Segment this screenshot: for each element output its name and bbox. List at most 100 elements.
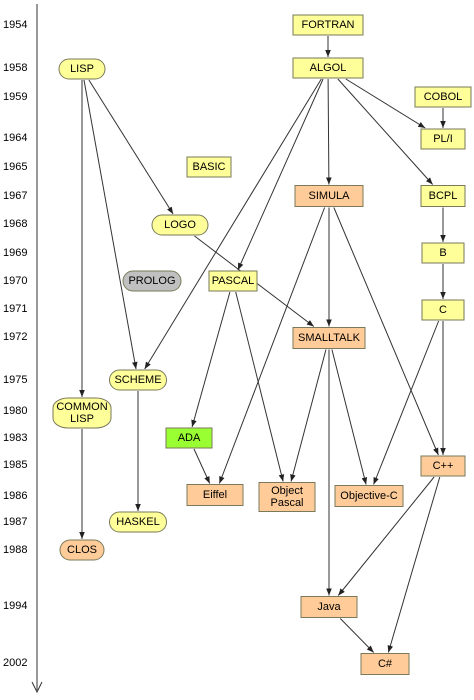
node-label: Object [271, 485, 303, 497]
node-label: PROLOG [128, 275, 175, 287]
language-node: C++ [420, 455, 466, 477]
edge-arrow [373, 320, 440, 485]
node-box [294, 185, 364, 207]
year-label: 1958 [3, 62, 27, 74]
node-box [165, 427, 213, 449]
year-label: 1965 [3, 161, 27, 173]
node-label: C# [378, 658, 393, 670]
node-box [360, 653, 410, 675]
node-label: COBOL [424, 91, 463, 103]
year-label: 1964 [3, 132, 27, 144]
node-box [292, 14, 364, 36]
year-label: 1988 [3, 544, 27, 556]
node-box [208, 270, 258, 292]
year-label: 1972 [3, 331, 27, 343]
node-label: PL/I [433, 133, 453, 145]
node-box [300, 596, 358, 618]
node-label: C++ [433, 460, 454, 472]
year-label: 1968 [3, 218, 27, 230]
node-box [151, 214, 209, 236]
node-label: COMMON [56, 401, 107, 413]
edge-arrow [237, 78, 324, 271]
node-label: SIMULA [309, 190, 351, 202]
node-label: ADA [178, 432, 201, 444]
edge-arrow [235, 291, 285, 482]
node-label: FORTRAN [302, 19, 355, 31]
language-node: LISP [58, 58, 106, 80]
node-box [414, 86, 472, 108]
node-box [122, 270, 182, 292]
year-label: 1986 [3, 490, 27, 502]
node-label: ALGOL [310, 62, 347, 74]
language-node: PROLOG [122, 270, 182, 292]
node-label: LISP [70, 63, 94, 75]
node-label: BASIC [192, 161, 225, 173]
node-label: BCPL [429, 190, 458, 202]
edge-arrow [218, 207, 326, 484]
edge-arrow [333, 207, 439, 456]
year-label: 1969 [3, 247, 27, 259]
node-label: C [439, 304, 447, 316]
node-box [258, 482, 316, 512]
year-label: 1980 [3, 405, 27, 417]
edge-arrow [144, 78, 322, 370]
language-node: Eiffel [186, 484, 244, 506]
year-label: 2002 [3, 657, 27, 669]
year-label: 1967 [3, 190, 27, 202]
year-label: 1959 [3, 91, 27, 103]
edge-arrow [339, 618, 375, 653]
language-node: ADA [165, 427, 213, 449]
node-label: SCHEME [114, 374, 161, 386]
language-node: Java [300, 596, 358, 618]
year-label: 1987 [3, 516, 27, 528]
node-box [420, 128, 466, 150]
language-node: ALGOL [292, 57, 364, 79]
edge-arrow [345, 78, 426, 129]
node-box [52, 397, 112, 429]
year-label: 1994 [3, 600, 27, 612]
language-node: SMALLTALK [292, 327, 366, 349]
language-node: FORTRAN [292, 14, 364, 36]
node-box [292, 57, 364, 79]
node-box [186, 156, 232, 178]
language-node: BASIC [186, 156, 232, 178]
language-node: SCHEME [109, 369, 167, 391]
language-node: PL/I [420, 128, 466, 150]
node-label: Pascal [270, 497, 303, 509]
node-box [334, 485, 404, 507]
node-label: Java [317, 601, 341, 613]
edge-arrow [191, 291, 231, 428]
edge-arrow [290, 349, 327, 482]
edge-arrow [331, 349, 368, 485]
language-node: C [421, 299, 465, 321]
edge-arrow [88, 79, 174, 215]
node-label: LOGO [164, 219, 196, 231]
language-node: B [421, 242, 465, 264]
node-box [421, 242, 465, 264]
edge-arrow [326, 78, 332, 185]
language-node: COBOL [414, 86, 472, 108]
year-label: 1971 [3, 303, 27, 315]
node-box [420, 185, 466, 207]
language-node: Objective-C [334, 485, 404, 507]
year-label: 1954 [3, 19, 27, 31]
node-label: HASKEL [116, 516, 159, 528]
node-box [292, 327, 366, 349]
node-box [109, 511, 167, 533]
node-box [109, 369, 167, 391]
year-label: 1985 [3, 459, 27, 471]
node-label: B [439, 247, 446, 259]
language-node: C# [360, 653, 410, 675]
node-label: Eiffel [203, 489, 227, 501]
timeline-arrow [31, 681, 43, 694]
edge-arrow [387, 476, 441, 653]
node-label: PASCAL [212, 275, 255, 287]
edge-arrow [337, 476, 435, 596]
node-box [59, 539, 105, 561]
node-box [58, 58, 106, 80]
node-box [186, 484, 244, 506]
year-label: 1983 [3, 432, 27, 444]
